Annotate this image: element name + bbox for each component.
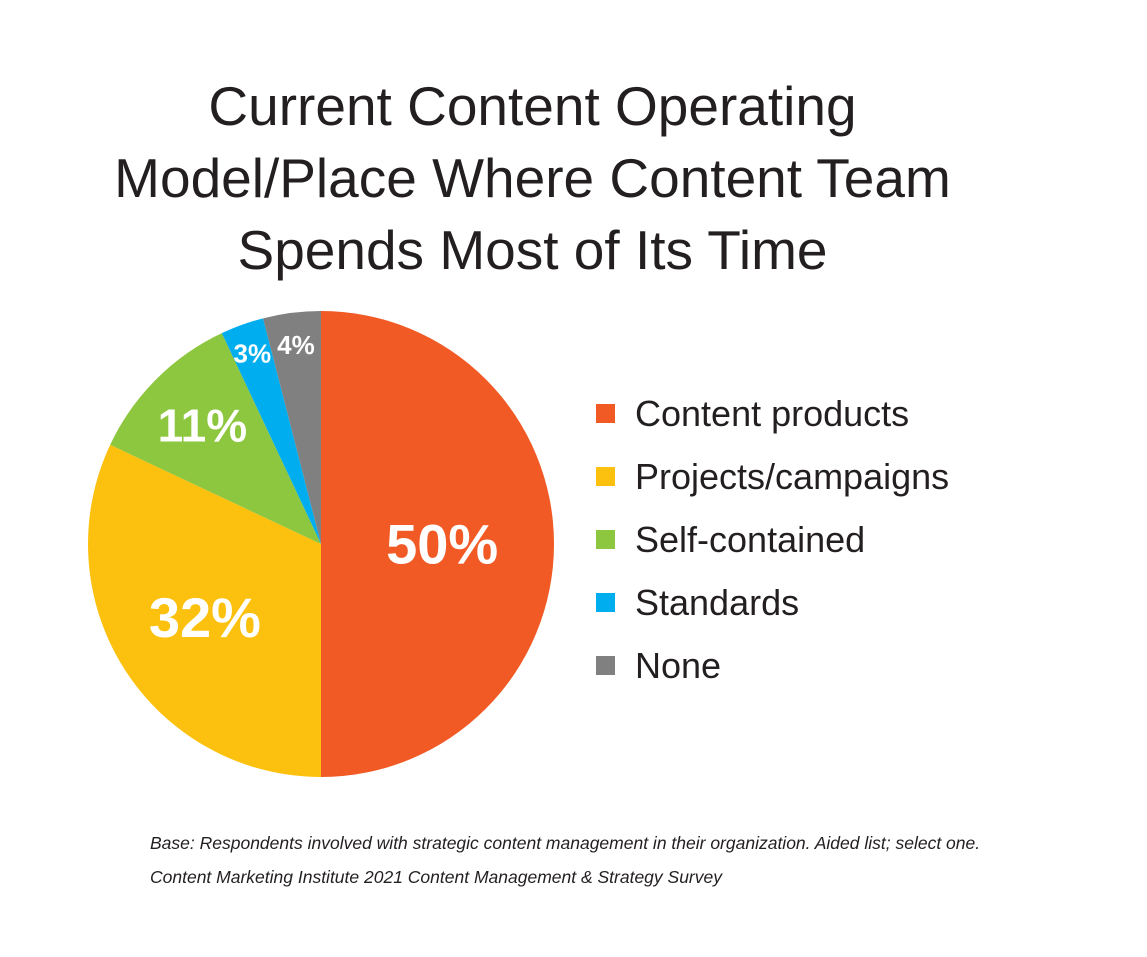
- pie-slice-none: [263, 311, 321, 544]
- legend-swatch: [596, 593, 615, 612]
- pie-slice-projects-campaigns: [88, 444, 321, 777]
- legend-item-none: None: [596, 634, 949, 697]
- legend-swatch: [596, 656, 615, 675]
- data-label-projects-campaigns: 32%: [149, 586, 261, 649]
- pie-slice-content-products: [321, 311, 554, 777]
- pie-chart: 50% 32% 11% 3% 4%: [88, 311, 554, 777]
- legend-label: Projects/campaigns: [635, 455, 950, 497]
- legend-label: Content products: [635, 392, 910, 434]
- legend-swatch: [596, 530, 615, 549]
- legend-item-standards: Standards: [596, 571, 949, 634]
- legend: Content products Projects/campaigns Self…: [596, 382, 949, 697]
- chart-title: Current Content Operating Model/Place Wh…: [0, 70, 1065, 286]
- legend-label: Self-contained: [635, 518, 866, 560]
- data-label-none: 4%: [277, 330, 315, 360]
- legend-label: Standards: [635, 581, 800, 623]
- legend-item-self-contained: Self-contained: [596, 508, 949, 571]
- legend-swatch: [596, 467, 615, 486]
- data-label-self-contained: 11%: [158, 399, 248, 451]
- legend-swatch: [596, 404, 615, 423]
- chart-title-line-3: Spends Most of Its Time: [237, 219, 828, 281]
- legend-item-content-products: Content products: [596, 382, 949, 445]
- data-label-content-products: 50%: [386, 513, 498, 576]
- chart-title-line-1: Current Content Operating: [208, 75, 857, 137]
- footnote-base: Base: Respondents involved with strategi…: [150, 833, 981, 853]
- chart-title-line-2: Model/Place Where Content Team: [114, 147, 951, 209]
- legend-item-projects-campaigns: Projects/campaigns: [596, 445, 949, 508]
- pie-slice-self-contained: [110, 333, 322, 544]
- data-label-standards: 3%: [234, 338, 272, 368]
- legend-label: None: [635, 644, 722, 686]
- footnote-source: Content Marketing Institute 2021 Content…: [150, 867, 722, 887]
- pie-slice-standards: [221, 318, 321, 544]
